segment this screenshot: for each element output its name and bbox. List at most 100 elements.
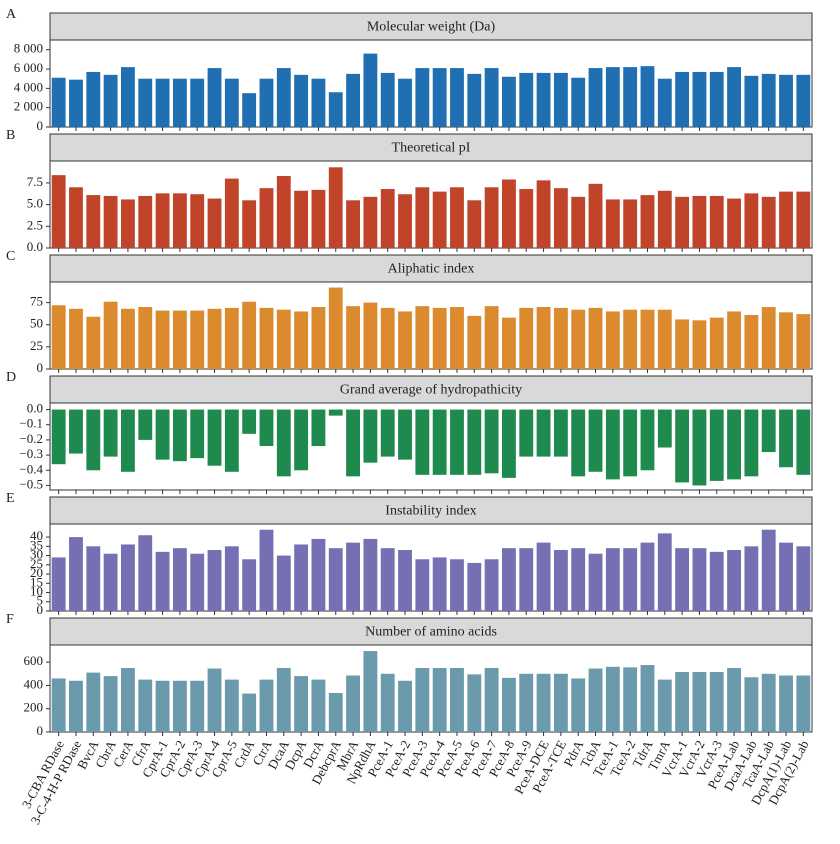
bar <box>432 68 447 127</box>
bar <box>51 77 66 127</box>
bar <box>484 306 499 369</box>
y-tick-label: 600 <box>24 653 44 668</box>
y-tick-label: 7.5 <box>27 174 43 189</box>
bar <box>640 66 655 127</box>
bar <box>51 678 66 732</box>
bar <box>761 73 776 127</box>
panel-letter: E <box>6 491 15 506</box>
bar <box>346 542 360 611</box>
bar <box>553 72 568 127</box>
bar <box>311 189 326 248</box>
bar <box>398 78 412 127</box>
bar <box>657 309 672 369</box>
bar <box>796 314 811 369</box>
bar <box>155 78 170 127</box>
bar <box>103 195 118 248</box>
y-tick-label: 25 <box>30 338 43 353</box>
bar <box>328 287 343 369</box>
bar <box>623 67 638 127</box>
bar <box>467 674 482 732</box>
bar <box>553 550 568 611</box>
bar <box>86 316 101 369</box>
bar <box>502 179 516 248</box>
bar <box>276 68 291 127</box>
bar <box>380 72 395 127</box>
bar <box>69 537 83 611</box>
y-tick-label: 50 <box>30 316 43 331</box>
bar <box>294 311 309 369</box>
bar <box>761 196 776 248</box>
y-tick-label: 40 <box>30 528 43 543</box>
bar <box>69 308 83 369</box>
bar <box>138 679 153 732</box>
bar <box>363 302 378 369</box>
bar <box>380 307 395 369</box>
bar <box>692 320 707 369</box>
plot-frame <box>49 281 813 370</box>
bar <box>259 188 274 248</box>
bar <box>259 679 274 732</box>
bar <box>657 533 672 611</box>
bar <box>328 692 343 732</box>
panel-title: Number of amino acids <box>365 625 497 640</box>
bar <box>519 548 534 611</box>
bar <box>207 409 222 466</box>
bar <box>727 67 741 127</box>
bar <box>276 309 291 369</box>
bar <box>519 673 534 732</box>
bar <box>190 409 205 459</box>
bar <box>692 672 707 732</box>
y-tick-label: 0 <box>37 118 44 133</box>
bar <box>86 546 101 611</box>
bar <box>328 409 343 416</box>
y-tick-label: 35 <box>30 537 43 552</box>
bar <box>605 409 620 480</box>
bar <box>692 409 707 486</box>
bar <box>51 305 66 369</box>
y-tick-label: 6 000 <box>14 60 43 75</box>
bar <box>121 67 135 127</box>
bar <box>103 74 118 127</box>
bar <box>536 72 551 127</box>
bar <box>484 409 499 474</box>
bar <box>398 194 412 248</box>
bar <box>675 409 690 483</box>
bar <box>294 74 309 127</box>
bar <box>311 78 326 127</box>
bar <box>432 667 447 732</box>
panel-letter: A <box>6 7 17 22</box>
bar <box>450 409 464 475</box>
y-tick-label: 20 <box>30 565 43 580</box>
y-tick-label: 75 <box>30 294 43 309</box>
bar <box>294 544 309 611</box>
y-tick-label: 25 <box>30 556 43 571</box>
y-tick-label: 400 <box>24 676 44 691</box>
bar <box>588 553 603 611</box>
bar <box>675 71 690 127</box>
bar <box>484 68 499 127</box>
bar <box>294 676 309 732</box>
bar <box>640 195 655 248</box>
bar <box>467 315 482 369</box>
bar <box>311 307 326 369</box>
bar <box>761 673 776 732</box>
bar <box>224 679 239 732</box>
bar <box>103 553 118 611</box>
bar <box>276 176 291 248</box>
bar <box>502 76 516 127</box>
bar <box>484 187 499 248</box>
bar <box>398 680 412 732</box>
y-tick-label: 5 <box>37 593 44 608</box>
bar <box>450 307 464 369</box>
panel-letter: D <box>6 370 16 385</box>
panel-title: Grand average of hydropathicity <box>340 383 522 398</box>
bar <box>796 675 811 732</box>
bar <box>588 68 603 127</box>
bar <box>224 546 239 611</box>
bar <box>363 196 378 248</box>
bar <box>779 409 793 468</box>
bar <box>363 651 378 732</box>
bar <box>761 529 776 611</box>
bar <box>553 409 568 457</box>
